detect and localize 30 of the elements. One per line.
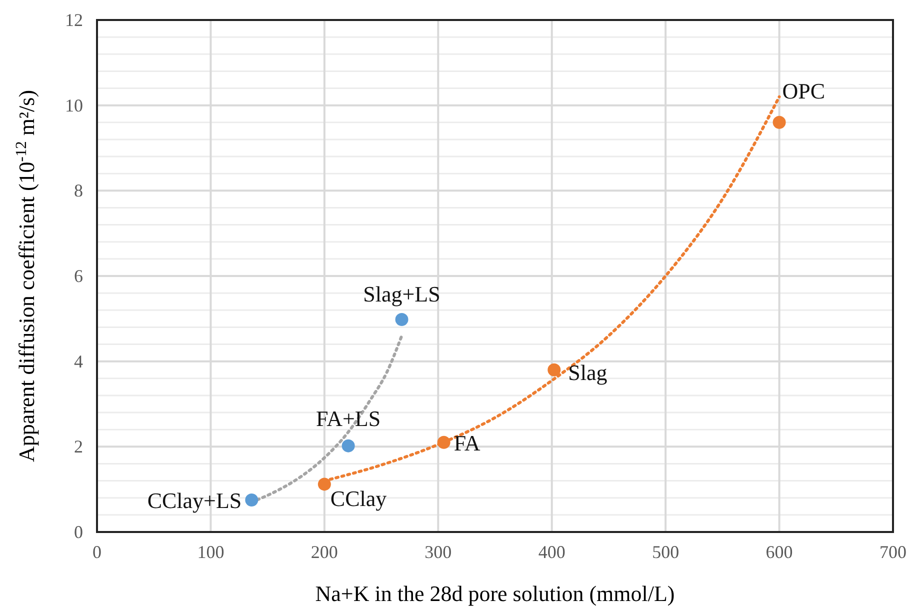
point [437,436,450,449]
y-tick-label: 6 [74,266,83,286]
point [245,494,258,506]
annotation: FA+LS [316,406,381,431]
x-tick-label: 500 [652,542,680,562]
annotation: Slag [568,360,608,385]
point [318,478,331,491]
y-tick-label: 8 [74,180,83,201]
y-tick-label: 12 [65,10,83,30]
x-tick-label: 100 [197,542,224,562]
x-tick-label: 200 [310,542,338,562]
x-tick-label: 700 [880,542,906,562]
y-tick-label: 10 [65,95,83,116]
x-tick-label: 300 [424,542,452,562]
annotation: CClay+LS [147,488,242,513]
y-tick-label: 0 [74,522,83,542]
y-tick-label: 4 [74,351,83,372]
annotation: Slag+LS [363,282,440,307]
point [548,363,561,376]
point [395,313,408,326]
x-tick-label: 600 [766,542,793,562]
annotation: FA [454,430,480,456]
y-tick-label: 2 [74,436,83,457]
annotation: CClay [330,486,387,512]
x-axis-title: Na+K in the 28d pore solution (mmol/L) [315,581,675,606]
x-tick-label: 0 [92,542,102,562]
point [772,116,786,129]
annotation: OPC [782,78,826,104]
x-tick-label: 400 [538,542,566,562]
point [342,439,355,452]
